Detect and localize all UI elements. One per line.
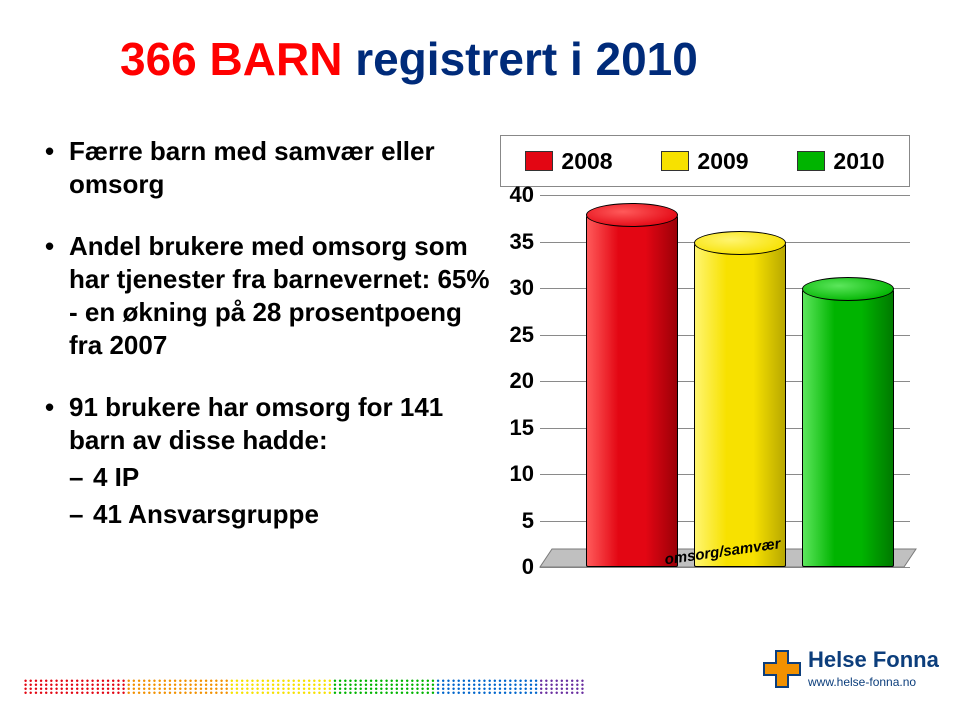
- legend-label: 2008: [561, 148, 612, 175]
- brand-name: Helse Fonna: [808, 647, 939, 673]
- brand-url: www.helse-fonna.no: [808, 675, 916, 689]
- legend-swatch: [525, 151, 553, 171]
- title-red: 366 BARN: [120, 33, 342, 85]
- y-tick-label: 25: [510, 322, 534, 348]
- bullet-item: Færre barn med samvær eller omsorg: [45, 135, 490, 202]
- legend-item: 2010: [797, 148, 884, 175]
- chart-legend: 2008 2009 2010: [500, 135, 910, 187]
- bar-chart: 200820092010 0510152025303540 omsorg/sam…: [500, 135, 910, 605]
- slide: { "title": {"part1":"366 BARN","part2":"…: [0, 0, 960, 719]
- footer-dots: ••••••••••••••••••••••••••••••••••••••••…: [24, 679, 584, 699]
- slide-title: 366 BARN registrert i 2010: [120, 32, 698, 86]
- bullet-list: Færre barn med samvær eller omsorg Andel …: [45, 135, 490, 560]
- bar-top: [586, 203, 678, 227]
- y-tick-label: 10: [510, 461, 534, 487]
- legend-label: 2010: [833, 148, 884, 175]
- y-tick-label: 0: [522, 554, 534, 580]
- bars-group: [540, 195, 910, 567]
- legend-swatch: [661, 151, 689, 171]
- bar: [586, 214, 676, 567]
- bullet-sub-item: 41 Ansvarsgruppe: [69, 498, 490, 531]
- y-tick-label: 20: [510, 368, 534, 394]
- title-blue: registrert i 2010: [342, 33, 697, 85]
- plus-icon: [762, 649, 802, 689]
- bar: [694, 242, 784, 568]
- y-tick-label: 30: [510, 275, 534, 301]
- bar-front: [694, 240, 786, 568]
- bar-front: [586, 212, 678, 567]
- bullet-item: 91 brukere har omsorg for 141 barn av di…: [45, 391, 490, 532]
- bar-top: [694, 231, 786, 255]
- dot-row: ••••••••••••••••••••••••••••••••••••••••…: [24, 691, 584, 695]
- bullet-sub-item: 4 IP: [69, 461, 490, 494]
- y-tick-label: 40: [510, 182, 534, 208]
- y-tick-label: 35: [510, 229, 534, 255]
- y-tick-label: 5: [522, 508, 534, 534]
- y-tick-label: 15: [510, 415, 534, 441]
- bar-top: [802, 277, 894, 301]
- y-axis: 0510152025303540: [500, 195, 540, 567]
- legend-item: 2008: [525, 148, 612, 175]
- chart-plot: 0510152025303540 omsorg/samvær: [500, 195, 910, 595]
- legend-label: 2009: [697, 148, 748, 175]
- bullet-item: Andel brukere med omsorg som har tjenest…: [45, 230, 490, 363]
- brand-logo: Helse Fonna www.helse-fonna.no: [762, 645, 942, 701]
- legend-swatch: [797, 151, 825, 171]
- legend-item: 2009: [661, 148, 748, 175]
